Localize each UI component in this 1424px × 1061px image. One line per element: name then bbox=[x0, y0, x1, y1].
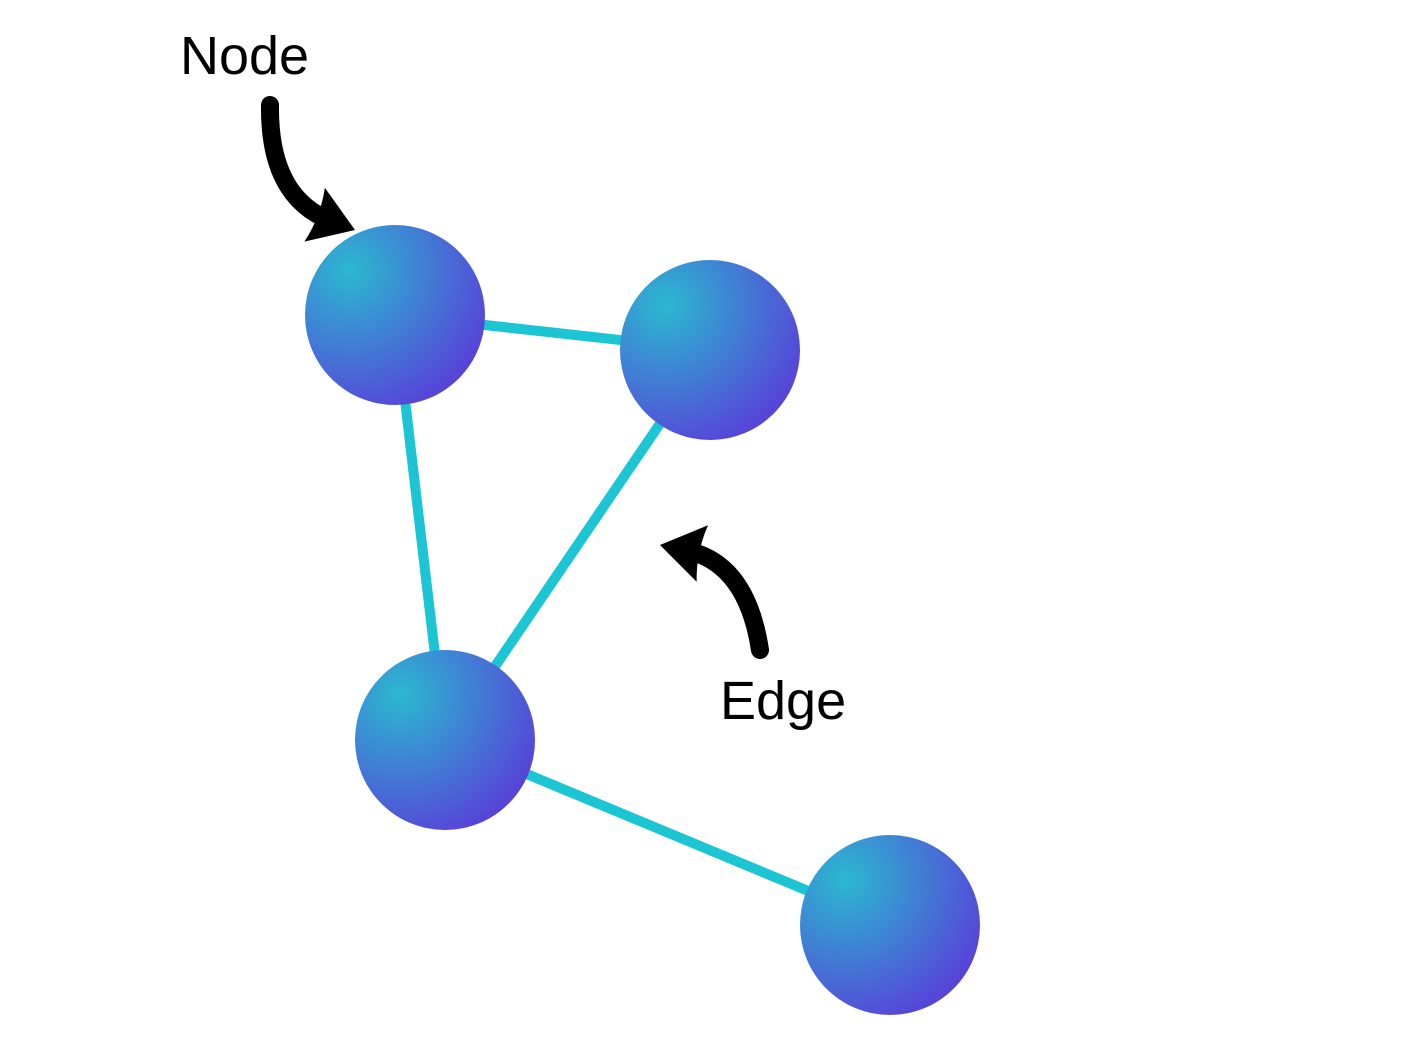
node-label: Node bbox=[180, 25, 309, 87]
graph-node bbox=[620, 260, 800, 440]
nodes-group bbox=[305, 225, 980, 1015]
graph-node bbox=[355, 650, 535, 830]
graph-node bbox=[800, 835, 980, 1015]
graph-diagram: Node Edge bbox=[0, 0, 1424, 1056]
edge-label: Edge bbox=[720, 670, 846, 732]
graph-node bbox=[305, 225, 485, 405]
diagram-svg bbox=[0, 0, 1424, 1056]
